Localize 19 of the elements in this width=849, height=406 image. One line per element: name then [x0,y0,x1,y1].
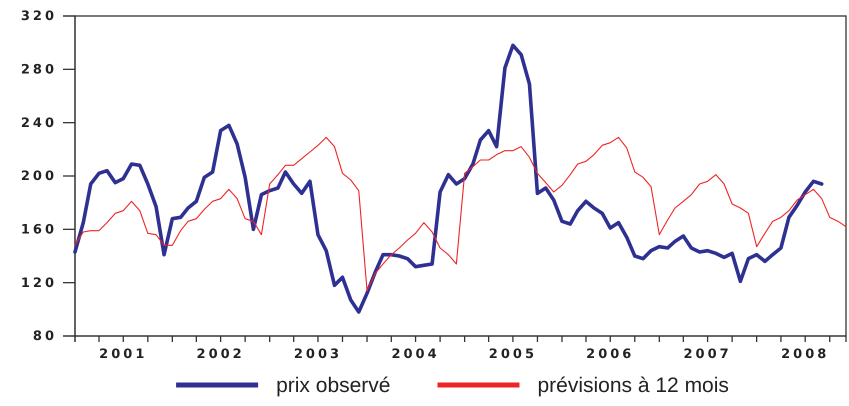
y-tick-label: 280 [20,62,57,78]
y-tick-label: 240 [20,116,57,131]
x-tick-label: 2006 [586,347,634,362]
y-tick-label: 200 [20,169,57,184]
line-series [73,44,824,314]
x-tick-label: 2002 [196,347,245,362]
line-series [74,136,847,292]
x-tick-label: 2004 [391,347,440,362]
x-tick-label: 2001 [99,347,148,362]
x-tick-label: 2003 [294,347,342,362]
y-tick-label: 120 [20,276,57,291]
y-tick-label: 160 [20,222,57,238]
x-tick-label: 2007 [683,347,732,362]
x-tick-label: 2005 [488,347,537,362]
x-tick-label: 2008 [781,347,830,362]
legend-label: prix observé [276,374,390,397]
legend-label: prévisions à 12 mois [537,374,729,397]
y-tick-label: 320 [20,9,57,24]
y-tick-label: 80 [32,329,57,344]
